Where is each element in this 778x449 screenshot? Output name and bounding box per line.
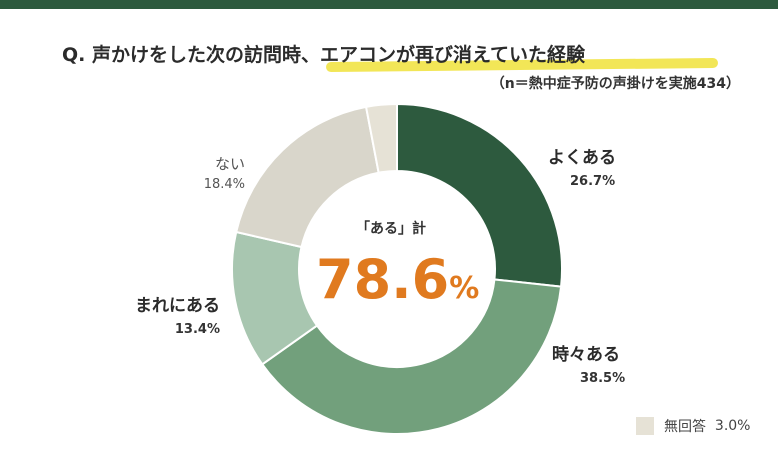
center-total-number: 78.6 (316, 248, 450, 311)
label-nai-value: 18.4% (203, 177, 245, 192)
label-mare-ni-aru: まれにある 13.4% (135, 291, 220, 337)
center-total-unit: % (449, 271, 480, 306)
label-tokidoki-aru: 時々ある 38.5% (552, 340, 625, 386)
label-yoku-aru-name: よくある (548, 148, 616, 168)
slice-mukaitou (364, 102, 398, 174)
legend-swatch (636, 417, 654, 435)
center-caption: 「ある」計 (356, 221, 426, 237)
center-total: 78.6% (316, 248, 479, 311)
sample-size-note: （n＝熱中症予防の声掛けを実施434） (490, 76, 740, 92)
label-yoku-aru-value: 26.7% (570, 174, 616, 189)
label-tokidoki-aru-value: 38.5% (580, 371, 626, 386)
legend-no-answer: 無回答 3.0% (636, 416, 750, 436)
label-nai: ない 18.4% (204, 153, 245, 192)
legend-value: 3.0% (714, 418, 751, 434)
label-mare-ni-aru-value: 13.4% (174, 322, 220, 337)
label-yoku-aru: よくある 26.7% (548, 143, 616, 189)
chart-title: Q. 声かけをした次の訪問時、エアコンが再び消えていた経験 (62, 44, 586, 66)
label-tokidoki-aru-name: 時々ある (552, 345, 620, 365)
top-accent-bar (0, 0, 778, 9)
slice-yoku-aru (396, 102, 563, 288)
label-nai-name: ない (214, 155, 245, 173)
slice-tokidoki-aru (260, 278, 563, 435)
legend-label: 無回答 (664, 419, 706, 435)
label-mare-ni-aru-name: まれにある (135, 296, 220, 316)
